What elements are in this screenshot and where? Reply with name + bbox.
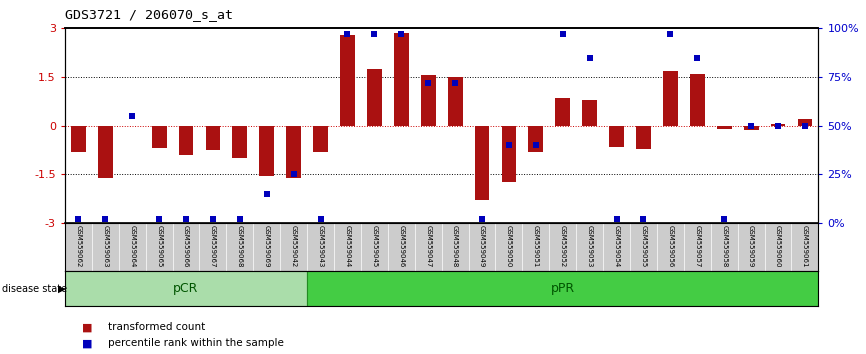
Point (99, 216, 113, 222)
Text: GSM559057: GSM559057 (695, 225, 701, 268)
Point (72, 216, 86, 222)
Bar (259, 126, 275, 176)
Text: ■: ■ (82, 322, 93, 332)
Bar (205, 126, 220, 150)
Point (798, 123, 811, 129)
Bar (744, 126, 759, 130)
Point (637, 216, 650, 222)
Text: GSM559051: GSM559051 (533, 225, 539, 268)
Text: GSM559059: GSM559059 (748, 225, 754, 268)
Text: pCR: pCR (173, 282, 198, 295)
Text: GSM559061: GSM559061 (802, 225, 808, 268)
Point (313, 216, 327, 222)
Text: GSM559062: GSM559062 (75, 225, 81, 268)
Bar (307, 271, 818, 306)
Point (475, 216, 489, 222)
Text: GSM559067: GSM559067 (210, 225, 216, 268)
Bar (448, 77, 462, 126)
Text: GSM559068: GSM559068 (237, 225, 242, 268)
Bar (287, 126, 301, 178)
Text: GSM559045: GSM559045 (372, 225, 378, 268)
Text: GSM559052: GSM559052 (559, 225, 565, 268)
Bar (475, 126, 489, 200)
Point (583, 55, 597, 61)
Bar (663, 70, 678, 126)
Point (421, 80, 435, 86)
Text: GDS3721 / 206070_s_at: GDS3721 / 206070_s_at (65, 8, 233, 21)
Point (152, 216, 166, 222)
Bar (98, 126, 113, 178)
Text: GSM559056: GSM559056 (668, 225, 674, 268)
Point (449, 80, 462, 86)
Text: GSM559058: GSM559058 (721, 225, 727, 268)
Text: GSM559043: GSM559043 (318, 225, 324, 268)
Bar (555, 98, 570, 126)
Point (556, 32, 570, 37)
Point (233, 216, 247, 222)
Bar (232, 126, 248, 158)
Text: GSM559050: GSM559050 (506, 225, 512, 268)
Text: GSM559066: GSM559066 (183, 225, 189, 268)
Bar (152, 126, 166, 148)
Text: ▶: ▶ (58, 284, 66, 293)
Point (663, 32, 677, 37)
Bar (582, 100, 597, 126)
Text: ■: ■ (82, 338, 93, 348)
Bar (367, 69, 382, 126)
Text: GSM559049: GSM559049 (479, 225, 485, 268)
Point (206, 216, 220, 222)
Text: GSM559044: GSM559044 (345, 225, 351, 268)
Point (502, 142, 516, 148)
Bar (798, 119, 812, 126)
Bar (771, 124, 785, 126)
Point (126, 113, 139, 119)
Point (367, 32, 381, 37)
Text: GSM559064: GSM559064 (129, 225, 135, 268)
Bar (178, 126, 193, 155)
Text: GSM559053: GSM559053 (586, 225, 592, 268)
Bar (690, 74, 705, 126)
Text: disease state: disease state (2, 284, 67, 293)
Text: GSM559055: GSM559055 (641, 225, 646, 268)
Text: GSM559042: GSM559042 (291, 225, 297, 268)
Text: GSM559063: GSM559063 (102, 225, 108, 268)
Text: GSM559069: GSM559069 (264, 225, 269, 268)
Bar (394, 33, 409, 126)
Text: GSM559060: GSM559060 (775, 225, 781, 268)
Text: percentile rank within the sample: percentile rank within the sample (108, 338, 284, 348)
Bar (717, 126, 732, 129)
Text: GSM559054: GSM559054 (614, 225, 619, 268)
Point (610, 216, 624, 222)
Point (340, 32, 354, 37)
Point (690, 55, 704, 61)
Point (744, 123, 758, 129)
Bar (340, 35, 355, 126)
Bar (528, 126, 543, 152)
Bar (609, 126, 624, 147)
Point (529, 142, 543, 148)
Text: GSM559065: GSM559065 (156, 225, 162, 268)
Bar (421, 75, 436, 126)
Point (287, 172, 301, 177)
Point (179, 216, 193, 222)
Point (394, 32, 408, 37)
Text: transformed count: transformed count (108, 322, 205, 332)
Bar (636, 126, 651, 149)
Point (260, 191, 274, 197)
Bar (65, 271, 307, 306)
Point (771, 123, 785, 129)
Bar (71, 126, 86, 152)
Text: GSM559047: GSM559047 (425, 225, 431, 268)
Bar (313, 126, 328, 152)
Text: GSM559048: GSM559048 (452, 225, 458, 268)
Text: pPR: pPR (551, 282, 575, 295)
Text: GSM559046: GSM559046 (398, 225, 404, 268)
Point (717, 216, 731, 222)
Bar (501, 126, 516, 182)
